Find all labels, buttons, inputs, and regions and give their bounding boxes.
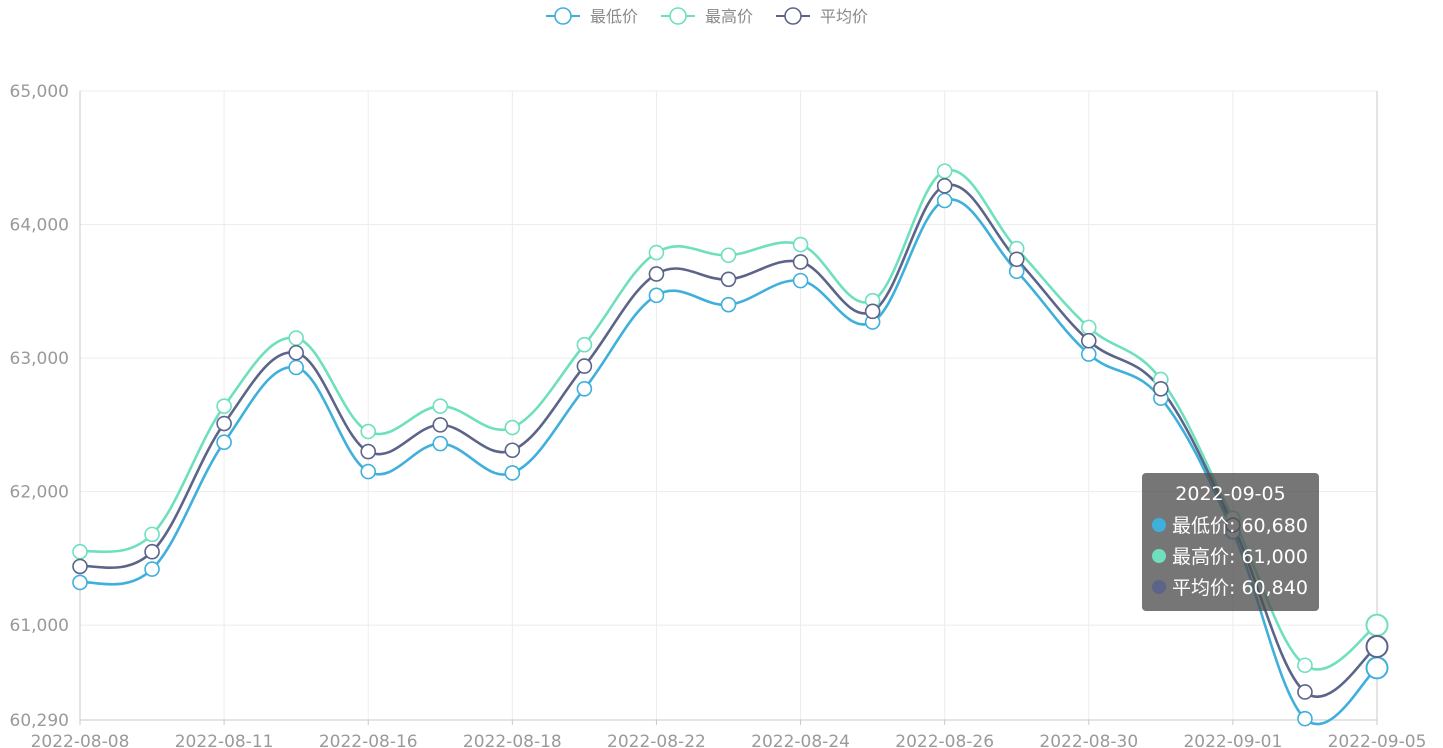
tooltip-label-low: 最低价: 60,680: [1172, 515, 1308, 537]
data-point: [504, 419, 521, 436]
y-tick-label: 60,290: [10, 711, 69, 731]
y-tick-label: 63,000: [10, 349, 69, 369]
data-point: [576, 336, 593, 353]
data-point: [360, 423, 377, 440]
data-point: [720, 271, 737, 288]
x-tick-label: 2022-08-26: [895, 732, 994, 748]
tooltip-row-low: 最低价: 60,680: [1152, 509, 1319, 540]
data-point: [144, 526, 160, 543]
data-point: [648, 266, 665, 282]
data-point: [720, 296, 737, 313]
data-point: [1365, 635, 1389, 659]
data-point: [432, 398, 449, 414]
data-point: [72, 574, 88, 591]
legend-item-1[interactable]: 最高价: [661, 7, 753, 26]
tooltip-label-high: 最高价: 61,000: [1172, 546, 1308, 568]
data-point: [72, 558, 88, 575]
data-point: [360, 443, 377, 460]
x-tick-label: 2022-08-24: [751, 732, 850, 748]
x-tick-label: 2022-08-18: [463, 732, 562, 748]
x-tick-label: 2022-09-01: [1183, 732, 1282, 748]
data-point: [216, 434, 232, 451]
data-point: [1080, 332, 1097, 349]
tooltip-label-avg: 平均价: 60,840: [1172, 577, 1308, 599]
data-point: [936, 163, 953, 179]
tooltip-dot-avg: [1152, 579, 1166, 594]
data-point: [504, 442, 521, 459]
data-point: [504, 465, 521, 481]
x-tick-label: 2022-08-08: [31, 732, 130, 748]
data-point: [1365, 656, 1389, 680]
data-point: [1153, 381, 1169, 397]
data-point: [792, 254, 809, 270]
x-tick-label: 2022-08-11: [175, 732, 274, 748]
data-point: [1365, 613, 1389, 637]
tooltip-dot-high: [1152, 548, 1166, 563]
legend-item-2[interactable]: 平均价: [776, 7, 868, 26]
tooltip-title: 2022-09-05: [1175, 483, 1286, 505]
data-point: [144, 561, 160, 577]
data-point: [1080, 346, 1097, 362]
legend-marker: [554, 7, 572, 25]
data-point: [1008, 251, 1025, 268]
data-point: [576, 358, 593, 374]
tooltip-row-avg: 平均价: 60,840: [1152, 571, 1319, 602]
data-point: [432, 417, 449, 433]
x-tick-label: 2022-09-05: [1328, 732, 1427, 748]
x-tick-label: 2022-08-22: [607, 732, 706, 748]
y-tick-label: 64,000: [10, 216, 69, 236]
data-point: [144, 543, 160, 560]
data-point: [936, 178, 953, 194]
data-point: [792, 236, 809, 253]
data-point: [576, 381, 593, 397]
data-point: [864, 303, 881, 320]
legend[interactable]: 最低价 最高价 平均价: [546, 7, 868, 26]
legend-item-0[interactable]: 最低价: [546, 7, 638, 26]
legend-marker: [784, 7, 802, 25]
y-tick-label: 62,000: [10, 483, 69, 503]
data-point: [72, 543, 88, 560]
y-tick-label: 61,000: [10, 616, 69, 636]
data-point: [216, 398, 232, 414]
axes: 60,290 61,000 62,000 63,000 64,000 65,000 2022…: [10, 82, 1427, 748]
data-point: [288, 344, 304, 361]
data-point: [288, 330, 304, 346]
data-point: [432, 435, 449, 452]
x-tick-label: 2022-08-30: [1039, 732, 1138, 748]
data-point: [720, 247, 737, 264]
y-tick-label: 65,000: [10, 82, 69, 102]
grid-lines: [80, 90, 1377, 720]
x-tick-label: 2022-08-16: [319, 732, 418, 748]
legend-label: 最低价: [590, 7, 638, 26]
tooltip-dot-low: [1152, 517, 1166, 532]
data-point: [648, 244, 665, 261]
data-point: [360, 463, 377, 480]
legend-label: 平均价: [820, 7, 868, 26]
data-point: [288, 359, 304, 376]
data-point: [1297, 710, 1313, 727]
data-point: [792, 272, 809, 289]
data-point: [216, 415, 232, 432]
data-point: [1297, 684, 1313, 700]
legend-marker: [669, 7, 687, 25]
data-point: [648, 287, 665, 304]
legend-label: 最高价: [705, 7, 753, 26]
data-point: [936, 192, 953, 209]
tooltip-row-high: 最高价: 61,000: [1152, 540, 1319, 571]
tooltip: 2022-09-05 最低价: 60,680 最高价: 61,000 平均价: …: [1142, 473, 1319, 611]
data-point: [1080, 319, 1097, 336]
data-point: [1297, 657, 1313, 674]
